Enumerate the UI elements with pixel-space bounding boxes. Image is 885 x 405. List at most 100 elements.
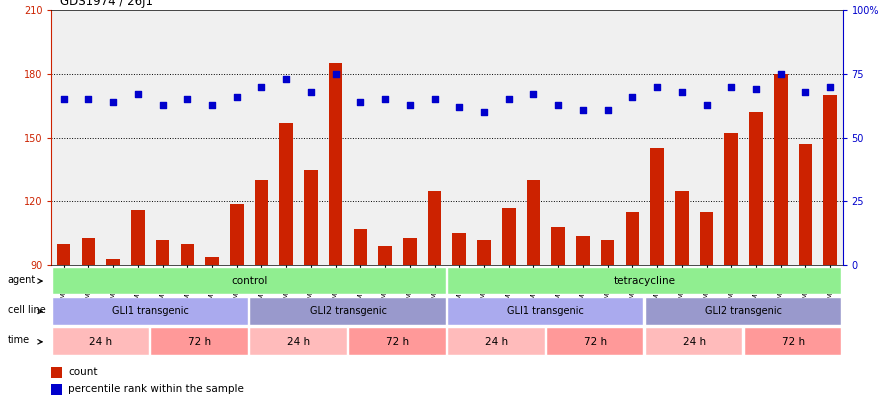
Point <box>403 101 417 108</box>
Bar <box>106 259 120 265</box>
Bar <box>448 268 842 294</box>
Point <box>576 107 590 113</box>
Point <box>230 94 244 100</box>
Bar <box>675 191 689 265</box>
Bar <box>798 144 812 265</box>
Bar <box>304 170 318 265</box>
Point <box>477 109 491 115</box>
Bar <box>51 384 62 395</box>
Bar <box>745 328 842 355</box>
Point <box>773 71 788 77</box>
Bar <box>57 244 71 265</box>
Bar <box>452 233 466 265</box>
Bar <box>700 212 713 265</box>
Text: GLI2 transgenic: GLI2 transgenic <box>705 307 782 316</box>
Bar <box>750 112 763 265</box>
Point <box>452 104 466 110</box>
Text: 24 h: 24 h <box>89 337 112 347</box>
Point <box>328 71 342 77</box>
Bar <box>156 240 169 265</box>
Bar <box>773 74 788 265</box>
Point <box>601 107 615 113</box>
Point <box>304 89 318 95</box>
Point <box>81 96 96 103</box>
Point <box>378 96 392 103</box>
Point <box>699 101 713 108</box>
Bar <box>448 328 544 355</box>
Bar <box>646 328 743 355</box>
Bar <box>427 191 442 265</box>
Point <box>724 83 738 90</box>
Bar <box>329 63 342 265</box>
Bar <box>350 328 446 355</box>
Bar <box>205 257 219 265</box>
Bar <box>52 328 149 355</box>
Bar <box>547 328 643 355</box>
Point <box>798 89 812 95</box>
Text: GDS1974 / 26J1: GDS1974 / 26J1 <box>60 0 153 8</box>
Text: percentile rank within the sample: percentile rank within the sample <box>68 384 244 394</box>
Text: agent: agent <box>8 275 36 285</box>
Bar <box>378 246 392 265</box>
Point <box>674 89 689 95</box>
Bar <box>255 180 268 265</box>
Bar <box>448 298 643 325</box>
Bar <box>650 148 664 265</box>
Point <box>181 96 195 103</box>
Point <box>353 99 367 105</box>
Point <box>279 76 293 82</box>
Bar <box>230 204 243 265</box>
Text: GLI1 transgenic: GLI1 transgenic <box>507 307 584 316</box>
Point <box>749 86 763 92</box>
Bar <box>646 298 842 325</box>
Point <box>502 96 516 103</box>
Bar <box>181 244 194 265</box>
Text: 72 h: 72 h <box>386 337 409 347</box>
Bar <box>131 210 144 265</box>
Bar <box>502 208 516 265</box>
Text: GLI1 transgenic: GLI1 transgenic <box>112 307 189 316</box>
Point <box>131 91 145 98</box>
Point <box>254 83 268 90</box>
Bar <box>354 229 367 265</box>
Bar <box>151 328 248 355</box>
Bar <box>626 212 639 265</box>
Point <box>551 101 566 108</box>
Text: 72 h: 72 h <box>189 337 212 347</box>
Bar <box>51 367 62 377</box>
Bar <box>250 328 347 355</box>
Bar <box>477 240 491 265</box>
Bar <box>280 123 293 265</box>
Bar <box>576 236 589 265</box>
Text: 24 h: 24 h <box>287 337 310 347</box>
Bar <box>725 134 738 265</box>
Point <box>427 96 442 103</box>
Text: GLI2 transgenic: GLI2 transgenic <box>310 307 387 316</box>
Bar <box>551 227 565 265</box>
Text: 72 h: 72 h <box>584 337 607 347</box>
Text: count: count <box>68 367 98 377</box>
Point <box>205 101 219 108</box>
Text: cell line: cell line <box>8 305 45 315</box>
Bar <box>403 238 417 265</box>
Bar <box>823 95 837 265</box>
Text: 72 h: 72 h <box>781 337 804 347</box>
Text: 24 h: 24 h <box>682 337 705 347</box>
Bar <box>52 268 446 294</box>
Bar <box>250 298 446 325</box>
Point <box>527 91 541 98</box>
Point <box>626 94 640 100</box>
Text: 24 h: 24 h <box>485 337 508 347</box>
Point <box>57 96 71 103</box>
Text: time: time <box>8 335 30 345</box>
Bar <box>527 180 540 265</box>
Point <box>106 99 120 105</box>
Point <box>823 83 837 90</box>
Point <box>650 83 664 90</box>
Bar <box>601 240 614 265</box>
Text: tetracycline: tetracycline <box>613 276 676 286</box>
Bar <box>52 298 248 325</box>
Text: control: control <box>231 276 267 286</box>
Point <box>156 101 170 108</box>
Bar <box>81 238 96 265</box>
